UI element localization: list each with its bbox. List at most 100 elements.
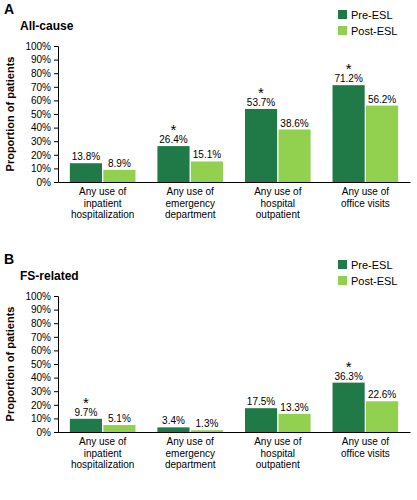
y-tick: 30% xyxy=(31,386,58,397)
bar xyxy=(278,130,310,182)
y-tick: 100% xyxy=(25,41,58,52)
legend: Pre-ESL Post-ESL xyxy=(338,259,397,287)
label-line: office visits xyxy=(341,198,390,209)
panel-title: FS-related xyxy=(20,269,79,283)
label-line: emergency xyxy=(165,448,214,459)
y-tick-mark xyxy=(54,337,58,338)
bar xyxy=(366,106,398,182)
label-line: outpatient xyxy=(256,459,300,470)
significance-marker: * xyxy=(346,60,352,77)
bar xyxy=(366,401,398,432)
data-labels: 9.7%3.4%17.5%36.3%5.1%1.3%13.3%22.6% xyxy=(75,371,397,430)
legend-swatch xyxy=(338,10,347,19)
y-tick-mark xyxy=(54,364,58,365)
x-tick-label: Any use ofinpatienthospitalization xyxy=(71,186,134,220)
significance-marker: * xyxy=(346,358,352,375)
data-label: 3.4% xyxy=(162,415,185,426)
x-axis: Any use ofinpatienthospitalizationAny us… xyxy=(59,182,411,220)
x-tick-label: Any use ofemergencydepartment xyxy=(165,186,216,220)
bar xyxy=(245,408,277,432)
y-tick-mark xyxy=(54,323,58,324)
bar xyxy=(157,427,189,432)
bar xyxy=(157,146,189,182)
y-tick-mark xyxy=(54,168,58,169)
y-tick: 100% xyxy=(25,291,58,302)
bar xyxy=(333,85,365,182)
label-line: outpatient xyxy=(256,209,300,220)
data-label: 56.2% xyxy=(368,94,396,105)
y-tick-label: 90% xyxy=(31,54,51,65)
y-tick-mark xyxy=(54,182,58,183)
label-line: emergency xyxy=(165,198,214,209)
x-tick: Any use ofemergencydepartment xyxy=(165,432,216,470)
legend-swatch xyxy=(338,260,347,269)
x-tick-label: Any use ofhospitaloutpatient xyxy=(254,436,301,470)
label-line: Any use of xyxy=(254,436,301,447)
y-axis-title: Proportion of patients xyxy=(4,57,16,172)
x-tick: Any use ofemergencydepartment xyxy=(165,182,216,220)
y-tick: 90% xyxy=(31,304,58,315)
y-axis: 0%10%20%30%40%50%60%70%80%90%100% xyxy=(25,41,58,188)
data-label: 15.1% xyxy=(193,149,221,160)
y-tick-mark xyxy=(54,114,58,115)
y-tick-mark xyxy=(54,296,58,297)
legend-label: Pre-ESL xyxy=(351,259,393,271)
data-label: 38.6% xyxy=(280,118,308,129)
legend: Pre-ESLPost-ESL xyxy=(338,9,397,37)
y-tick-mark xyxy=(54,378,58,379)
legend-swatch xyxy=(338,26,347,35)
y-tick: 50% xyxy=(31,109,58,120)
y-tick-mark xyxy=(54,128,58,129)
y-tick-mark xyxy=(54,310,58,311)
y-tick: 40% xyxy=(31,372,58,383)
bar xyxy=(278,414,310,432)
bar xyxy=(70,419,102,432)
y-tick: 20% xyxy=(31,150,58,161)
y-tick-mark xyxy=(54,141,58,142)
y-tick: 70% xyxy=(31,332,58,343)
y-tick-label: 50% xyxy=(31,359,51,370)
bar xyxy=(333,383,365,432)
panel-letter: B xyxy=(4,251,14,267)
y-tick-label: 0% xyxy=(37,427,52,438)
y-axis-line xyxy=(54,47,59,183)
significance-marker: * xyxy=(258,84,264,101)
chart-container: AAll-cause0%10%20%30%40%50%60%70%80%90%1… xyxy=(0,0,417,500)
y-tick-label: 70% xyxy=(31,82,51,93)
y-tick: 80% xyxy=(31,68,58,79)
bars xyxy=(70,383,398,432)
label-line: Any use of xyxy=(79,186,126,197)
data-label: 1.3% xyxy=(196,418,219,429)
y-tick-mark xyxy=(54,87,58,88)
y-tick-mark xyxy=(54,432,58,433)
legend-label: Post-ESL xyxy=(351,275,397,287)
y-tick-label: 100% xyxy=(25,291,51,302)
bar xyxy=(245,109,277,182)
y-tick: 60% xyxy=(31,95,58,106)
data-label: 13.8% xyxy=(72,151,100,162)
y-tick: 40% xyxy=(31,122,58,133)
label-line: hospital xyxy=(261,198,295,209)
bars xyxy=(70,85,398,182)
y-tick-label: 50% xyxy=(31,109,51,120)
significance-marker: * xyxy=(83,394,89,411)
data-label: 5.1% xyxy=(108,413,131,424)
data-label: 8.9% xyxy=(108,158,131,169)
significance-marker: * xyxy=(171,121,177,138)
y-tick-label: 100% xyxy=(25,41,51,52)
label-line: Any use of xyxy=(254,186,301,197)
y-tick-mark xyxy=(54,405,58,406)
y-tick: 10% xyxy=(31,163,58,174)
x-tick-label: Any use ofoffice visits xyxy=(341,186,390,209)
y-tick: 90% xyxy=(31,54,58,65)
bar xyxy=(103,425,135,432)
y-tick: 70% xyxy=(31,82,58,93)
figure: AAll-cause0%10%20%30%40%50%60%70%80%90%1… xyxy=(0,0,417,500)
x-tick-label: Any use ofinpatienthospitalization xyxy=(71,436,134,470)
y-tick-label: 80% xyxy=(31,68,51,79)
x-tick: Any use ofhospitaloutpatient xyxy=(254,182,301,220)
y-tick-mark xyxy=(54,46,58,47)
label-line: department xyxy=(165,459,216,470)
data-label: 17.5% xyxy=(247,396,275,407)
label-line: hospitalization xyxy=(71,209,134,220)
